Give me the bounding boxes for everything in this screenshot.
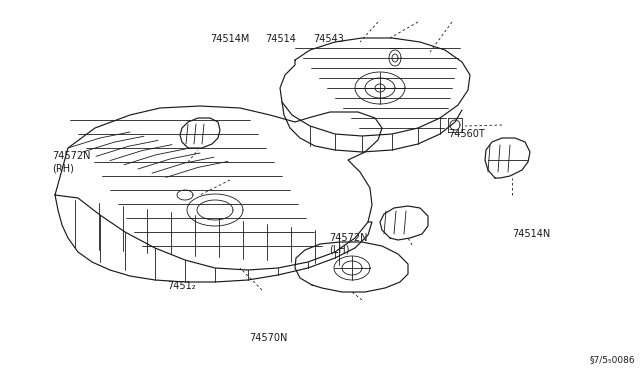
Text: 74572N: 74572N <box>330 233 368 243</box>
Text: 74514M: 74514M <box>210 34 250 44</box>
Text: 74514: 74514 <box>266 34 296 44</box>
Text: 74560T: 74560T <box>448 129 484 139</box>
Text: 7451₂: 7451₂ <box>168 282 196 291</box>
Text: (RH): (RH) <box>52 163 74 173</box>
Text: (LH): (LH) <box>330 245 350 255</box>
Text: 74570N: 74570N <box>250 333 288 343</box>
Text: 74572N: 74572N <box>52 151 91 161</box>
Text: §7/5₅0086: §7/5₅0086 <box>589 356 635 365</box>
Text: 74514N: 74514N <box>512 230 550 239</box>
Text: 74543: 74543 <box>314 34 344 44</box>
